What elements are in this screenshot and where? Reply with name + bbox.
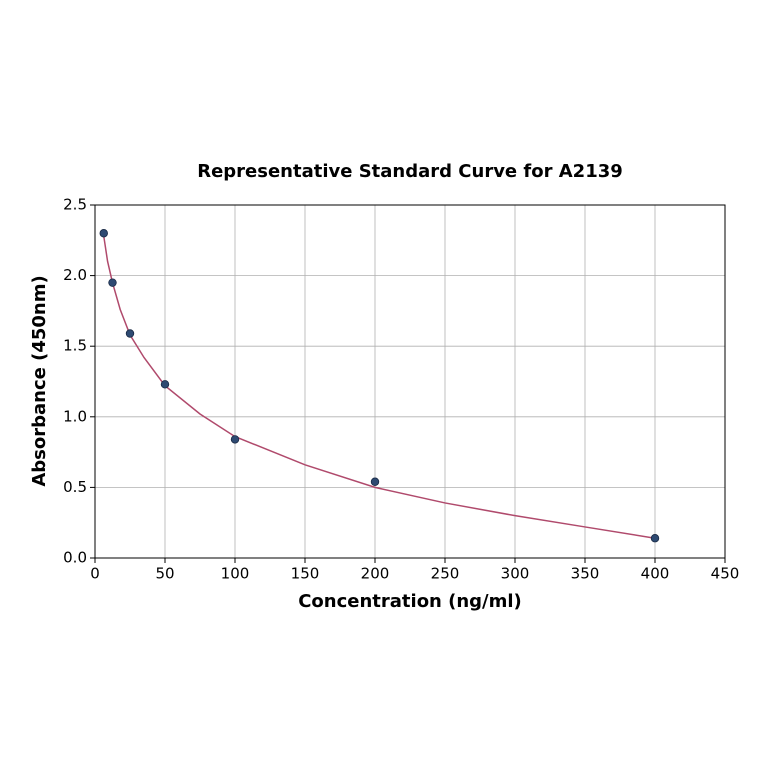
y-tick-label: 0.5 bbox=[63, 478, 87, 496]
x-tick-label: 100 bbox=[221, 565, 250, 583]
x-tick-label: 400 bbox=[641, 565, 670, 583]
data-point bbox=[650, 534, 660, 543]
y-tick-label: 1.5 bbox=[63, 337, 87, 355]
fit-curve bbox=[103, 235, 656, 539]
y-tick-label: 2.5 bbox=[63, 196, 87, 214]
x-tick-label: 50 bbox=[155, 565, 174, 583]
x-tick-label: 450 bbox=[711, 565, 740, 583]
y-axis-label: Absorbance (450nm) bbox=[29, 275, 50, 486]
data-point bbox=[108, 278, 117, 287]
y-tick-label: 2.0 bbox=[63, 266, 87, 284]
data-point bbox=[370, 477, 380, 486]
data-point bbox=[125, 329, 135, 338]
plot-frame bbox=[94, 204, 726, 559]
data-point bbox=[160, 380, 170, 389]
x-tick-label: 300 bbox=[501, 565, 530, 583]
x-axis-label: Concentration (ng/ml) bbox=[298, 591, 522, 612]
x-tick-label: 150 bbox=[291, 565, 320, 583]
data-point bbox=[99, 229, 108, 238]
x-tick-label: 350 bbox=[571, 565, 600, 583]
chart-title: Representative Standard Curve for A2139 bbox=[197, 161, 623, 182]
x-tick-label: 200 bbox=[361, 565, 390, 583]
data-point bbox=[230, 435, 240, 444]
y-tick-label: 0.0 bbox=[63, 549, 87, 567]
x-tick-label: 250 bbox=[431, 565, 460, 583]
x-tick-label: 0 bbox=[90, 565, 100, 583]
y-tick-label: 1.0 bbox=[63, 407, 87, 425]
